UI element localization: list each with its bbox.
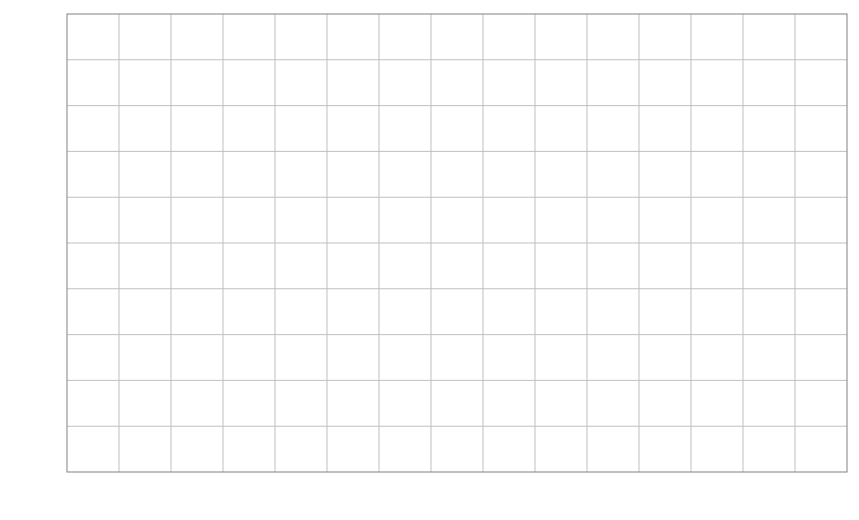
solar-radiation-line-chart <box>0 0 859 520</box>
chart-svg <box>0 0 859 520</box>
